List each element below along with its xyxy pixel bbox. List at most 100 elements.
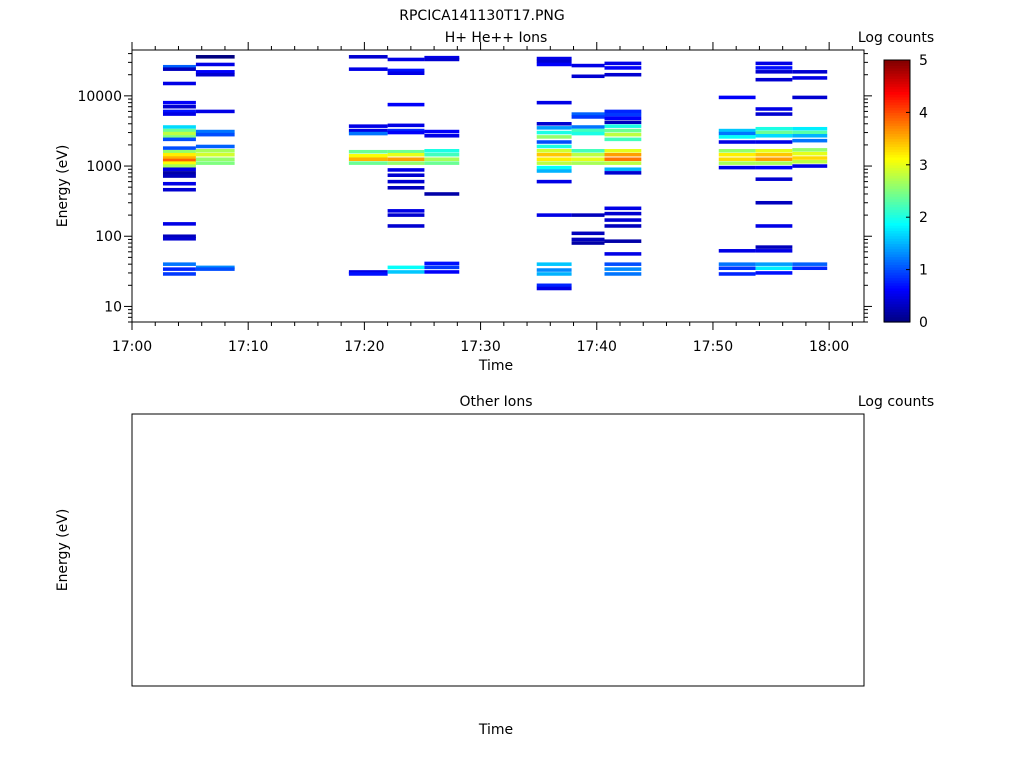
heatmap-cell <box>162 187 196 192</box>
heatmap-cell <box>387 209 425 213</box>
colorbar-segment <box>884 232 910 237</box>
heatmap-cell <box>755 77 793 82</box>
heatmap-cell <box>348 67 388 71</box>
colorbar-segment <box>884 219 910 224</box>
heatmap-cell <box>162 104 196 109</box>
colorbar-segment <box>884 117 910 121</box>
plot-frame <box>131 413 865 687</box>
heatmap-cell <box>755 70 793 74</box>
heatmap-cell <box>387 224 425 228</box>
heatmap-cell <box>536 59 572 64</box>
colorbar-segment <box>884 272 910 276</box>
colorbar-segment <box>884 177 910 182</box>
heatmap-cell <box>792 133 828 138</box>
y-tick-label: 100 <box>95 229 122 245</box>
heatmap-cell <box>387 270 425 274</box>
heatmap-cell <box>755 130 793 135</box>
colorbar-segment <box>884 191 910 195</box>
heatmap-cell <box>604 116 642 120</box>
heatmap-cell <box>604 167 642 172</box>
heatmap-cell <box>162 125 196 129</box>
heatmap-cell <box>571 63 605 68</box>
heatmap-cell <box>162 158 196 163</box>
colorbar-segment <box>884 314 910 318</box>
heatmap-cell <box>387 128 425 133</box>
heatmap-cell <box>792 126 828 131</box>
heatmap-cell <box>718 131 756 136</box>
y-tick-label: 10 <box>104 299 122 315</box>
heatmap-cell <box>536 140 572 144</box>
colorbar-segment <box>884 256 910 260</box>
heatmap-cell <box>536 56 572 61</box>
y-tick-label: 1000 <box>86 159 122 175</box>
colorbar-segment <box>884 287 910 292</box>
heatmap-cell <box>792 76 828 80</box>
colorbar-segment <box>884 120 910 124</box>
heatmap-cell <box>604 272 642 276</box>
colorbar-segment <box>884 201 910 205</box>
heatmap-cell <box>162 67 196 71</box>
heatmap-cell <box>162 152 196 157</box>
heatmap-cell <box>536 161 572 165</box>
heatmap-cell <box>424 57 460 62</box>
colorbar-segment <box>884 285 910 289</box>
heatmap-cell <box>755 165 793 170</box>
heatmap-cell <box>162 81 196 86</box>
heatmap-cell <box>162 164 196 168</box>
heatmap-cell <box>755 249 793 253</box>
heatmap-cell <box>387 149 425 154</box>
heatmap-cell <box>718 95 756 100</box>
heatmap-cell <box>348 270 388 274</box>
heatmap-cell <box>755 262 793 266</box>
heatmap-cell <box>195 267 235 271</box>
plot-frame <box>131 49 865 323</box>
heatmap-cell <box>195 152 235 157</box>
heatmap-cell <box>162 267 196 271</box>
colorbar-frame <box>883 59 911 323</box>
colorbar-segment <box>884 230 910 234</box>
colorbar-segment <box>884 60 910 64</box>
colorbar-segment <box>884 301 910 305</box>
heatmap-cell <box>571 157 605 162</box>
colorbar-segment <box>884 188 910 192</box>
heatmap-cell <box>718 152 756 157</box>
heatmap-cell <box>604 137 642 142</box>
panel-title: Other Ions <box>459 394 532 410</box>
colorbar-segment <box>884 109 910 113</box>
heatmap-cell <box>387 161 425 165</box>
heatmap-cell <box>387 157 425 162</box>
heatmap-cell <box>195 161 235 165</box>
heatmap-cell <box>604 157 642 162</box>
colorbar-label: Log counts <box>858 394 934 410</box>
colorbar-segment <box>884 151 910 155</box>
heatmap-cell <box>162 156 196 160</box>
heatmap-cell <box>755 133 793 138</box>
heatmap-cell <box>387 57 425 62</box>
x-tick-label: 17:10 <box>228 339 268 355</box>
colorbar-segment <box>884 214 910 218</box>
colorbar-segment <box>884 164 910 169</box>
heatmap-cell <box>571 149 605 153</box>
heatmap-cell <box>536 169 572 173</box>
heatmap-cell <box>387 68 425 73</box>
heatmap-cell <box>571 112 605 116</box>
heatmap-cell <box>536 144 572 149</box>
heatmap-cell <box>792 151 828 156</box>
colorbar-segment <box>884 280 910 284</box>
colorbar-segment <box>884 80 910 85</box>
heatmap-cell <box>792 156 828 160</box>
heatmap-cell <box>162 149 196 154</box>
heatmap-cell <box>792 262 828 266</box>
colorbar-segment <box>884 86 910 90</box>
colorbar-segment <box>884 159 910 163</box>
heatmap-cell <box>604 161 642 165</box>
heatmap-cell <box>424 161 460 165</box>
heatmap-cell <box>792 266 828 271</box>
heatmap-cell <box>571 237 605 242</box>
colorbar-segment <box>884 253 910 258</box>
colorbar-segment <box>884 319 910 323</box>
colorbar-segment <box>884 107 910 111</box>
colorbar-segment <box>884 91 910 95</box>
heatmap-cell <box>348 149 388 154</box>
heatmap-cell <box>195 72 235 77</box>
